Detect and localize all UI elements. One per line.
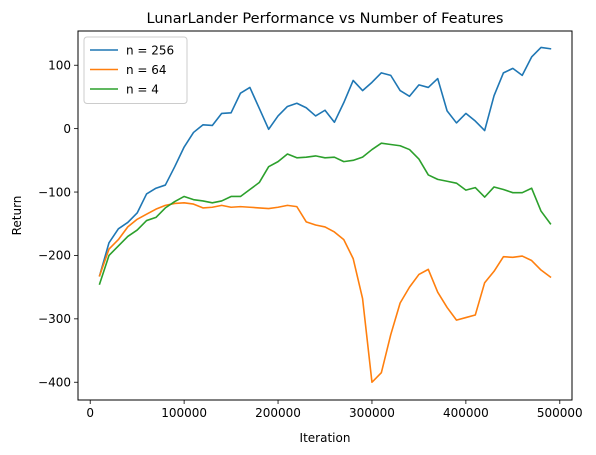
chart-title: LunarLander Performance vs Number of Fea… (147, 11, 504, 27)
x-tick-label: 500000 (537, 406, 583, 420)
x-tick-label: 0 (86, 406, 94, 420)
series-line-2 (98, 142, 552, 285)
plot-lines (98, 46, 552, 384)
y-tick-label: −300 (38, 312, 71, 326)
x-axis-label: Iteration (300, 431, 351, 445)
x-tick-label: 100000 (161, 406, 207, 420)
x-tick-label: 400000 (443, 406, 489, 420)
x-tick-label: 300000 (349, 406, 395, 420)
legend-box (83, 36, 188, 104)
y-tick-label: −100 (38, 185, 71, 199)
series-line-1 (98, 202, 552, 384)
y-tick-label: −200 (38, 249, 71, 263)
plot-frame (77, 30, 573, 401)
y-tick-label: 100 (48, 59, 71, 73)
legend: n = 256 n = 64 n = 4 (83, 36, 188, 104)
legend-label-1: n = 64 (126, 63, 167, 77)
y-tick-label: 0 (63, 122, 71, 136)
x-tick-label: 200000 (255, 406, 301, 420)
series-line-0 (98, 46, 552, 277)
legend-label-0: n = 256 (126, 43, 174, 57)
legend-label-2: n = 4 (126, 82, 159, 96)
y-axis-label: Return (10, 196, 24, 236)
y-tick-label: −400 (38, 376, 71, 390)
x-axis: 0 100000 200000 300000 400000 500000 (86, 400, 583, 420)
y-axis: −400 −300 −200 −100 0 100 (38, 59, 78, 390)
